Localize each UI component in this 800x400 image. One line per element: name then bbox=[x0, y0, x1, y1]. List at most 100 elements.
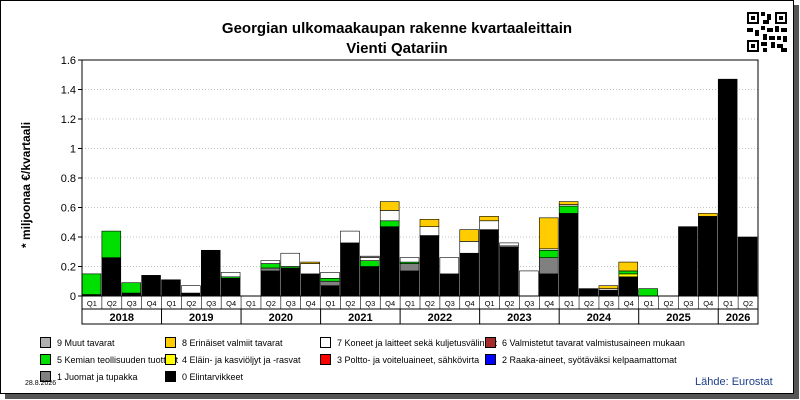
y-tick-label: 0.4 bbox=[61, 232, 76, 244]
bar-segment bbox=[558, 201, 579, 205]
y-tick-label: 0 bbox=[70, 291, 76, 303]
bar-segment bbox=[419, 219, 440, 227]
x-tick-label: Q4 bbox=[385, 299, 395, 308]
legend-label: 9 Muut tavarat bbox=[57, 337, 115, 348]
legend-label: 8 Erinäiset valmiit tavarat bbox=[182, 337, 283, 348]
bar-segment bbox=[499, 247, 519, 297]
x-tick-label: Q2 bbox=[664, 299, 674, 308]
bar-segment bbox=[141, 275, 161, 297]
x-tick-label: Q1 bbox=[87, 299, 97, 308]
bar-segment bbox=[379, 210, 400, 222]
y-tick-label: 1.4 bbox=[61, 85, 76, 97]
bar-segment bbox=[618, 261, 639, 272]
chart-title: Georgian ulkomaakaupan rakenne kvartaale… bbox=[221, 20, 573, 37]
legend-label: 0 Elintarvikkeet bbox=[182, 371, 244, 382]
bar-stack bbox=[618, 261, 639, 297]
bar-segment bbox=[698, 213, 718, 217]
bar-segment bbox=[340, 242, 360, 297]
bar-segment bbox=[558, 213, 579, 297]
legend-item: 2 Raaka-aineet, syötäväksi kelpaamattoma… bbox=[485, 354, 677, 365]
bar-segment bbox=[479, 220, 499, 230]
x-tick-label: Q3 bbox=[206, 299, 216, 308]
legend-swatch bbox=[40, 337, 51, 348]
x-tick-label: Q3 bbox=[286, 299, 296, 308]
y-tick-label: 1.6 bbox=[61, 55, 76, 67]
x-tick-label: Q2 bbox=[504, 299, 514, 308]
year-label: 2024 bbox=[587, 312, 612, 324]
year-label: 2023 bbox=[507, 312, 531, 324]
bar-stack bbox=[220, 272, 241, 297]
bar-stack bbox=[439, 257, 460, 297]
bar-segment bbox=[459, 241, 479, 254]
bar-segment bbox=[558, 205, 579, 214]
bar-segment bbox=[638, 288, 658, 297]
bar-segment bbox=[379, 220, 400, 227]
legend-swatch bbox=[320, 337, 331, 348]
x-tick-label: Q1 bbox=[564, 299, 574, 308]
bar-segment bbox=[578, 288, 599, 297]
bar-stack bbox=[260, 260, 281, 297]
x-tick-label: Q4 bbox=[147, 299, 157, 308]
frame-shadow-right bbox=[794, 5, 799, 399]
x-tick-label: Q2 bbox=[107, 299, 117, 308]
bar-stack bbox=[519, 270, 539, 297]
x-tick-label: Q2 bbox=[186, 299, 196, 308]
legend-item: 4 Eläin- ja kasviöljyt ja -rasvat bbox=[165, 354, 301, 365]
bar-segment bbox=[618, 276, 639, 297]
bar-segment bbox=[439, 273, 460, 297]
source-label: Lähde: Eurostat bbox=[695, 376, 773, 388]
bar-stack bbox=[360, 255, 380, 297]
legend-swatch bbox=[485, 337, 496, 348]
bar-segment bbox=[200, 249, 221, 297]
bar-segment bbox=[320, 272, 340, 279]
bar-segment bbox=[598, 289, 619, 297]
x-tick-label: Q3 bbox=[127, 299, 137, 308]
y-tick-label: 1.2 bbox=[61, 114, 76, 126]
qr-code-icon bbox=[747, 12, 787, 52]
y-tick-label: 1 bbox=[70, 144, 76, 156]
bar-segment bbox=[419, 235, 440, 297]
bar-segment bbox=[737, 236, 758, 297]
x-tick-label: Q1 bbox=[723, 299, 733, 308]
bar-segment bbox=[121, 282, 141, 294]
legend-swatch bbox=[320, 354, 331, 365]
legend-label: 6 Valmistetut tavarat valmistusaineen mu… bbox=[502, 337, 685, 348]
x-tick-label: Q1 bbox=[644, 299, 654, 308]
bar-segment bbox=[379, 226, 400, 297]
bar-segment bbox=[519, 270, 539, 297]
bar-stack bbox=[419, 219, 440, 297]
bar-segment bbox=[300, 261, 320, 264]
bar-segment bbox=[499, 242, 519, 247]
bar-stack bbox=[598, 285, 619, 297]
bar-segment bbox=[260, 263, 281, 269]
x-tick-label: Q3 bbox=[445, 299, 455, 308]
bar-segment bbox=[320, 280, 340, 286]
x-tick-label: Q4 bbox=[465, 299, 475, 308]
bar-stack bbox=[638, 288, 658, 297]
bar-stack bbox=[141, 275, 161, 297]
bar-stack bbox=[678, 226, 698, 297]
bar-stack bbox=[578, 288, 599, 297]
x-tick-label: Q2 bbox=[425, 299, 435, 308]
x-tick-label: Q4 bbox=[306, 299, 316, 308]
bar-segment bbox=[479, 216, 499, 222]
x-tick-label: Q1 bbox=[485, 299, 495, 308]
bar-segment bbox=[717, 78, 738, 297]
bar-segment bbox=[399, 257, 420, 263]
bar-segment bbox=[479, 229, 499, 297]
bar-segment bbox=[320, 277, 340, 282]
bar-stack bbox=[101, 230, 122, 297]
bar-segment bbox=[360, 257, 380, 261]
bar-segment bbox=[220, 272, 241, 278]
bar-segment bbox=[260, 260, 281, 264]
legend-item: 3 Poltto- ja voiteluaineet, sähkövirta bbox=[320, 354, 479, 365]
bar-stack bbox=[280, 252, 301, 297]
legend-item: 6 Valmistetut tavarat valmistusaineen mu… bbox=[485, 337, 685, 348]
legend-swatch bbox=[165, 371, 176, 382]
y-axis-ticks: 0 0.2 0.4 0.6 0.8 1 1.2 1.4 1.6 bbox=[61, 55, 82, 303]
bar-segment bbox=[340, 230, 360, 244]
year-label: 2021 bbox=[348, 312, 372, 324]
bar-segment bbox=[101, 230, 122, 258]
bar-segment bbox=[379, 201, 400, 211]
legend-item: 8 Erinäiset valmiit tavarat bbox=[165, 337, 283, 348]
